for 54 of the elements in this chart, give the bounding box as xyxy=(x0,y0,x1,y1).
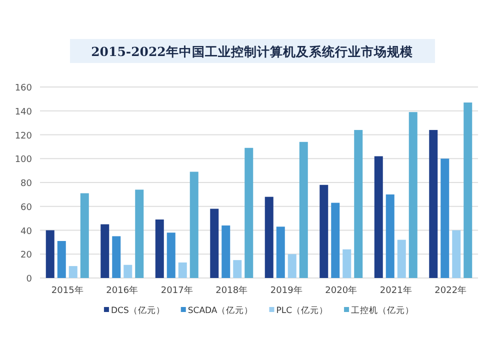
y-tick-label: 40 xyxy=(20,226,32,237)
legend-label: SCADA（亿元） xyxy=(188,305,254,316)
bar xyxy=(80,193,89,278)
bar xyxy=(342,249,352,278)
y-tick-label: 0 xyxy=(26,274,32,284)
bar xyxy=(155,220,164,278)
y-tick-label: 100 xyxy=(14,155,32,166)
legend-label: 工控机（亿元） xyxy=(351,305,414,316)
legend-label: DCS（亿元） xyxy=(110,305,165,316)
bar xyxy=(320,184,328,278)
bar xyxy=(46,230,54,278)
x-tick-label: 2021年 xyxy=(380,285,412,296)
bar xyxy=(135,190,144,278)
bar xyxy=(190,172,198,278)
bar xyxy=(244,148,254,278)
bar xyxy=(299,142,308,278)
bar xyxy=(178,262,187,278)
y-tick-label: 140 xyxy=(14,107,32,118)
bar xyxy=(210,208,219,278)
x-tick-label: 2016年 xyxy=(106,285,138,296)
bar xyxy=(397,240,406,278)
chart-title: 2015-2022年中国工业控制计算机及系统行业市场规模 xyxy=(91,44,413,59)
bar xyxy=(452,230,461,278)
y-tick-label: 80 xyxy=(20,179,32,189)
x-tick-label: 2018年 xyxy=(216,285,248,296)
bar xyxy=(386,194,394,278)
bar xyxy=(166,232,176,278)
bar xyxy=(276,226,285,278)
bar xyxy=(354,130,363,278)
y-tick-label: 60 xyxy=(20,202,32,213)
bar xyxy=(57,240,66,278)
bar xyxy=(440,158,450,278)
bar xyxy=(100,224,110,278)
x-tick-label: 2020年 xyxy=(325,285,358,296)
x-tick-label: 2017年 xyxy=(160,285,193,296)
y-tick-label: 160 xyxy=(14,84,32,94)
legend-label: PLC（亿元） xyxy=(276,305,328,316)
bar xyxy=(222,225,230,278)
bar xyxy=(408,112,418,278)
bar xyxy=(124,264,132,278)
bar xyxy=(68,266,78,278)
bar xyxy=(464,102,472,278)
y-tick-label: 120 xyxy=(14,131,32,142)
bar xyxy=(233,260,242,278)
bar xyxy=(288,254,296,278)
bar xyxy=(264,196,274,278)
x-tick-label: 2022年 xyxy=(434,285,467,296)
x-tick-label: 2015年 xyxy=(51,285,84,296)
bar xyxy=(331,202,340,278)
x-tick-label: 2019年 xyxy=(270,285,302,296)
bar xyxy=(429,130,438,278)
bar xyxy=(112,236,121,278)
bar xyxy=(374,156,383,278)
y-tick-label: 20 xyxy=(20,250,32,261)
